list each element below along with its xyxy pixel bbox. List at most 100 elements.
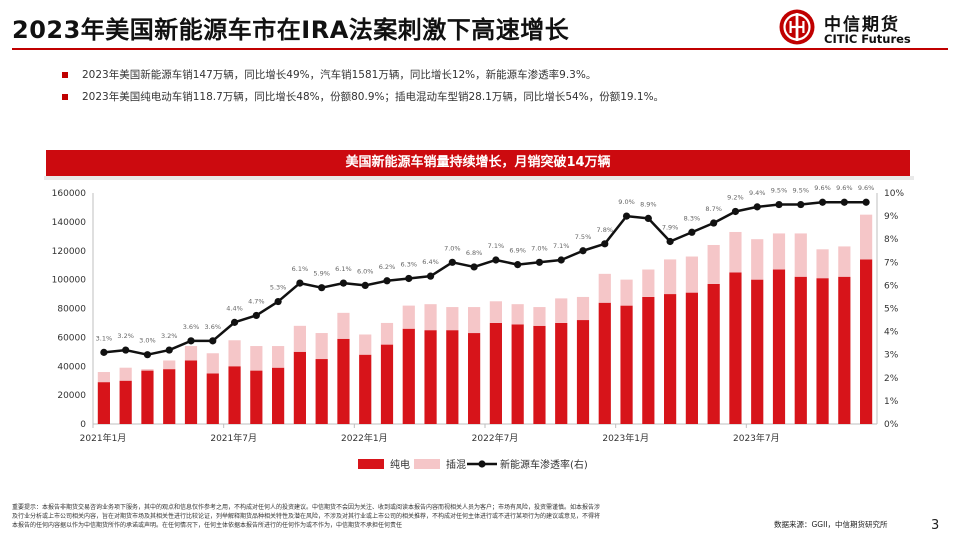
- penetration-data-label: 6.4%: [422, 258, 439, 266]
- logo-english-name: CITIC Futures: [824, 32, 911, 46]
- penetration-data-label: 9.5%: [793, 187, 810, 195]
- penetration-data-label: 7.8%: [597, 226, 614, 234]
- y-left-tick-label: 20000: [57, 391, 86, 401]
- x-tick-label: 2022年7月: [472, 432, 519, 444]
- penetration-point: [296, 279, 304, 287]
- phev-bar: [816, 249, 829, 279]
- penetration-line: [103, 200, 867, 356]
- penetration-point: [710, 219, 718, 227]
- penetration-data-label: 3.1%: [96, 334, 113, 342]
- bev-bar: [141, 370, 154, 424]
- penetration-point: [862, 198, 870, 206]
- bev-bar: [97, 382, 110, 424]
- phev-bar: [424, 304, 437, 331]
- penetration-point: [405, 274, 413, 283]
- phev-bar: [511, 304, 524, 325]
- phev-bar: [380, 322, 394, 345]
- phev-bar: [119, 367, 132, 381]
- penetration-data-label: 9.2%: [727, 193, 744, 201]
- x-tick-label: 2022年1月: [341, 432, 388, 444]
- penetration-point: [274, 297, 282, 306]
- bev-bar: [337, 338, 350, 424]
- bev-bar: [315, 359, 328, 424]
- phev-bar: [860, 214, 873, 260]
- bev-bar: [272, 367, 285, 424]
- penetration-data-label: 7.5%: [575, 233, 592, 241]
- bev-bar: [555, 322, 568, 424]
- bev-bar: [576, 320, 590, 424]
- penetration-point: [361, 281, 369, 289]
- phev-bar: [228, 340, 241, 367]
- y-right-tick-label: 2%: [884, 374, 899, 384]
- legend-line-label: 新能源车渗透率(右): [500, 458, 588, 471]
- penetration-point: [514, 261, 522, 269]
- penetration-data-label: 6.3%: [401, 260, 418, 268]
- bev-bar: [293, 351, 306, 424]
- penetration-point: [492, 256, 500, 264]
- y-left-tick-label: 0: [80, 420, 86, 430]
- phev-bar: [468, 307, 481, 334]
- phev-bar: [250, 346, 263, 371]
- summary-bullets: 2023年美国新能源车销147万辆，同比增长49%，汽车销1581万辆，同比增长…: [62, 66, 664, 110]
- bev-bar: [380, 344, 394, 424]
- y-left-tick-label: 160000: [52, 189, 87, 199]
- bev-bar: [446, 330, 459, 424]
- y-right-tick-label: 8%: [884, 235, 899, 245]
- phev-bar: [751, 239, 764, 280]
- phev-bar: [163, 360, 176, 370]
- chart-title: 美国新能源车销量持续增长，月销突破14万辆: [46, 150, 910, 176]
- phev-bar: [446, 307, 459, 331]
- phev-bar: [685, 256, 698, 293]
- bev-bar: [620, 305, 633, 424]
- legend-line-marker: [478, 460, 486, 468]
- penetration-point: [187, 337, 195, 345]
- penetration-point: [165, 346, 173, 354]
- penetration-data-label: 7.0%: [531, 244, 548, 252]
- phev-bar: [489, 301, 502, 323]
- penetration-data-label: 6.2%: [379, 263, 396, 271]
- phev-bar: [838, 246, 851, 277]
- phev-bar: [141, 369, 154, 371]
- penetration-point: [318, 284, 326, 292]
- penetration-data-label: 3.6%: [183, 323, 200, 331]
- y-right-tick-label: 6%: [884, 281, 899, 291]
- phev-bar: [729, 231, 742, 273]
- sales-penetration-chart: 0 20000 40000 60000 80000 100000 120000 140000 1…: [52, 184, 905, 471]
- penetration-data-label: 8.3%: [684, 214, 701, 222]
- y-right-tick-label: 7%: [884, 258, 899, 268]
- penetration-data-label: 3.0%: [139, 337, 156, 345]
- penetration-data-label: 6.8%: [466, 249, 483, 257]
- y-right-tick-label: 10%: [884, 189, 904, 199]
- penetration-point: [535, 258, 544, 266]
- penetration-point: [601, 240, 609, 248]
- y-right-tick-label: 3%: [884, 351, 899, 361]
- bev-bar: [424, 330, 437, 424]
- penetration-data-label: 8.7%: [705, 205, 722, 213]
- phev-bar: [620, 279, 633, 306]
- penetration-point: [557, 256, 565, 264]
- y-right-tick-label: 1%: [884, 397, 899, 407]
- bev-bar: [511, 324, 524, 424]
- phev-bar: [642, 269, 655, 297]
- penetration-point: [797, 200, 805, 209]
- phev-bar: [576, 296, 590, 321]
- penetration-point: [470, 263, 478, 271]
- y-right-tick-label: 0%: [884, 420, 899, 430]
- penetration-data-label: 9.6%: [836, 184, 853, 192]
- bev-bar: [533, 325, 546, 424]
- page-number: 3: [931, 518, 940, 533]
- bev-bar: [184, 360, 198, 424]
- penetration-point: [143, 351, 152, 359]
- penetration-point: [666, 237, 674, 246]
- penetration-point: [100, 348, 108, 356]
- page-title: 2023年美国新能源车市在IRA法案刺激下高速增长: [12, 16, 570, 44]
- bev-bar: [468, 333, 481, 424]
- penetration-point: [230, 318, 239, 326]
- bev-bar: [816, 278, 829, 424]
- phev-bar: [315, 333, 328, 360]
- bev-bar: [119, 380, 132, 424]
- bev-bar: [250, 370, 263, 424]
- phev-bar: [402, 305, 415, 329]
- phev-bar: [598, 273, 611, 303]
- logo-chinese-name: 中信期货: [824, 15, 900, 35]
